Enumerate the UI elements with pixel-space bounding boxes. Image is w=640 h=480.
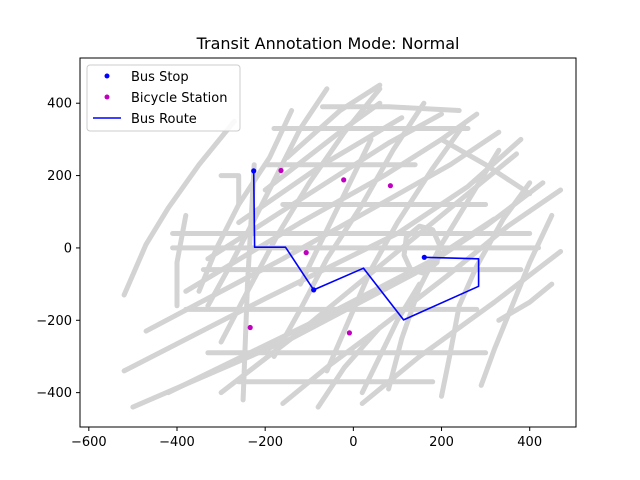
bicycle-station-marker: [303, 250, 309, 256]
bicycle-station-marker: [278, 167, 284, 174]
street-segment: [205, 86, 330, 309]
legend-bus-stop-marker: [104, 73, 110, 79]
x-tick-label: 400: [517, 435, 542, 450]
bicycle-station-marker: [341, 177, 347, 183]
y-tick-label: 400: [47, 97, 72, 112]
street-segment: [439, 180, 533, 399]
bus-route-layer: [252, 170, 480, 321]
legend-bus-stop-label: Bus Stop: [131, 70, 189, 85]
legend-bicycle-station-marker: [104, 94, 110, 100]
plot-frame: [79, 57, 577, 428]
x-tick-label: −600: [71, 435, 107, 450]
bus-stop-marker: [311, 287, 317, 293]
legend-bicycle-station-label: Bicycle Station: [131, 91, 227, 106]
bicycle-station-marker: [387, 183, 393, 189]
bus-stop-marker: [251, 168, 257, 174]
street-segment: [401, 223, 442, 276]
street-segment: [359, 281, 422, 396]
street-segment: [320, 104, 462, 113]
street-segment: [218, 86, 383, 345]
street-segment: [284, 82, 383, 160]
bus-route-line: [252, 170, 480, 321]
bicycle-station-marker: [346, 330, 352, 336]
legend-bus-route-label: Bus Route: [131, 112, 197, 127]
street-segment: [496, 281, 555, 323]
x-tick-label: −200: [247, 435, 283, 450]
chart-title: Transit Annotation Mode: Normal: [196, 34, 460, 53]
x-tick-label: −400: [159, 435, 195, 450]
street-segment: [439, 136, 533, 197]
y-tick-label: −400: [36, 386, 72, 401]
axis-ticks: −600 −400 −200 0 200 400 −400 −200 0 200 400: [36, 97, 542, 450]
x-tick-label: 200: [429, 435, 454, 450]
markers-layer: [247, 167, 427, 336]
street-segment: [262, 100, 383, 193]
street-segment: [121, 136, 524, 374]
street-segment: [121, 118, 237, 298]
bus-stop-marker: [421, 254, 427, 260]
legend: Bus Stop Bicycle Station Bus Route: [86, 64, 241, 132]
bicycle-station-marker: [247, 324, 253, 331]
street-segment: [297, 136, 374, 287]
street-segment: [218, 173, 242, 207]
street-segment: [165, 216, 497, 396]
x-tick-label: 0: [349, 435, 357, 450]
street-segment: [315, 325, 383, 410]
street-segment: [280, 187, 564, 406]
legend-box: [86, 64, 241, 132]
street-segment: [174, 212, 189, 309]
y-tick-label: 200: [47, 169, 72, 184]
street-segment: [240, 162, 257, 403]
y-tick-label: 0: [64, 241, 72, 256]
y-tick-label: −200: [36, 314, 72, 329]
background-streets: [121, 82, 564, 410]
